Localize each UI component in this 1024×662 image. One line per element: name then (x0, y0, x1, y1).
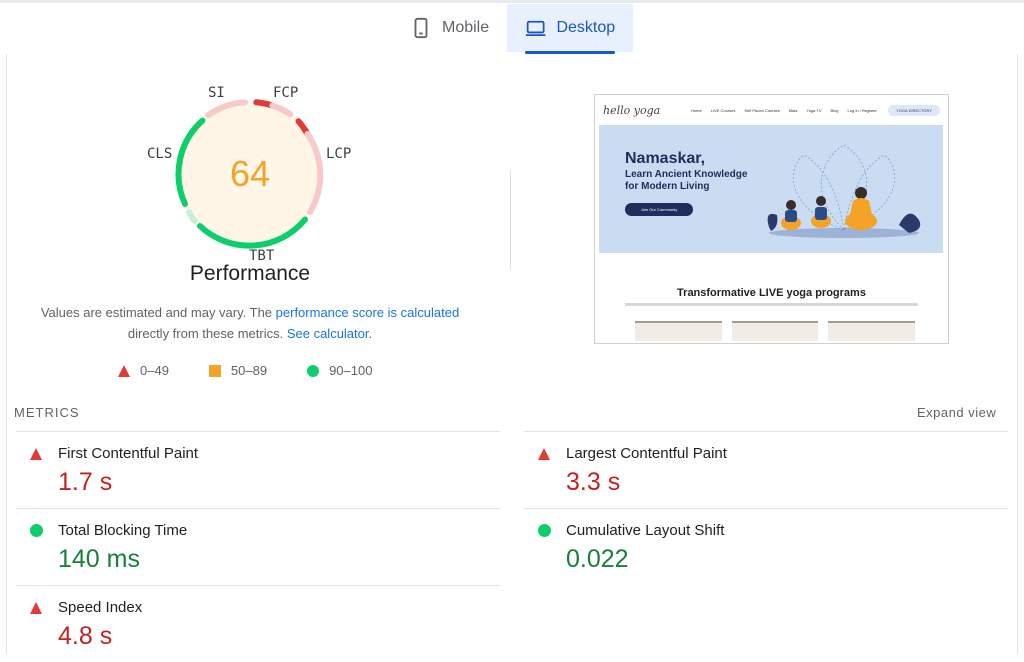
square-icon (208, 364, 221, 377)
gauge-segment-si (205, 99, 248, 119)
expand-view-toggle[interactable]: Expand view (917, 405, 997, 420)
tab-desktop-label: Desktop (556, 19, 616, 36)
legend-pass: 90–100 (307, 363, 372, 378)
thumb-card (731, 321, 819, 341)
performance-score: 64 (229, 153, 271, 194)
thumb-nav-link: Yoga TV (806, 107, 822, 113)
metric-si: Speed Index 4.8 s (16, 585, 500, 662)
gauge-label-tbt: TBT (249, 248, 275, 264)
metric-fcp: First Contentful Paint 1.7 s (16, 431, 500, 508)
thumb-nav-button: YOGA DIRECTORY (888, 104, 940, 116)
gauge-segment-cls (175, 117, 206, 207)
good-circle-icon (538, 524, 551, 537)
thumb-nav-link: Home (691, 107, 702, 113)
metric-value: 0.022 (566, 545, 629, 573)
laptop-icon (526, 20, 546, 36)
performance-title: Performance (189, 262, 311, 285)
vertical-divider (510, 170, 511, 270)
thumb-nav-link: LIVE Courses (710, 107, 736, 113)
see-calculator-link[interactable]: See calculator. (286, 326, 373, 341)
thumb-card (635, 321, 722, 341)
metrics-column-left: First Contentful Paint 1.7 s Total Block… (16, 431, 500, 662)
score-legend: 0–49 50–89 90–100 (118, 363, 372, 378)
thumb-hero-sub: Learn Ancient Knowledge for Modern Livin… (625, 169, 747, 193)
thumb-hero-title: Namaskar, (625, 150, 706, 167)
good-circle-icon (30, 524, 43, 537)
metric-value: 4.8 s (58, 622, 113, 650)
metric-name: First Contentful Paint (58, 445, 199, 462)
thumb-section-title: Transformative LIVE yoga programs (677, 287, 866, 299)
legend-fail-range: 0–49 (140, 363, 169, 378)
metric-cls: Cumulative Layout Shift 0.022 (524, 508, 1008, 585)
note-text-2: directly from these metrics. (127, 326, 287, 341)
thumb-section-subtext (625, 303, 918, 306)
metric-lcp: Largest Contentful Paint 3.3 s (524, 431, 1008, 508)
triangle-icon (118, 364, 130, 377)
metric-name: Total Blocking Time (58, 522, 188, 539)
final-screenshot[interactable]: hello yoga Home LIVE Courses Self Paced … (594, 94, 949, 344)
yoga-illustration (767, 144, 921, 238)
gauge-segment-tbt (197, 216, 308, 249)
legend-average-range: 50–89 (230, 363, 268, 378)
metric-tbt: Total Blocking Time 140 ms (16, 508, 500, 585)
phone-icon (414, 17, 428, 39)
tab-mobile-label: Mobile (442, 19, 490, 36)
poor-triangle-icon (30, 602, 42, 614)
poor-triangle-icon (538, 448, 550, 460)
thumb-nav-links: Home LIVE Courses Self Paced Courses Mal… (691, 108, 877, 113)
legend-pass-range: 90–100 (329, 363, 373, 378)
thumb-nav-link: Log In / Register (847, 107, 877, 113)
tab-mobile[interactable]: Mobile (392, 4, 507, 52)
metric-name: Cumulative Layout Shift (566, 522, 725, 539)
gauge-label-cls: CLS (147, 146, 173, 162)
gauge-label-si: SI (208, 85, 225, 101)
thumb-logo: hello yoga (603, 103, 661, 117)
thumb-hero: Namaskar, Learn Ancient Knowledge for Mo… (599, 125, 943, 253)
thumb-navbar: hello yoga Home LIVE Courses Self Paced … (595, 95, 948, 125)
metrics-column-right: Largest Contentful Paint 3.3 s Cumulativ… (524, 431, 1008, 585)
metric-name: Largest Contentful Paint (566, 445, 727, 462)
legend-average: 50–89 (208, 363, 268, 378)
metric-value: 1.7 s (58, 468, 113, 496)
gauge-label-fcp: FCP (273, 85, 299, 101)
metric-name: Speed Index (58, 599, 143, 616)
thumb-cards (635, 321, 916, 341)
thumb-hero-sub-line2: for Modern Living (625, 181, 710, 192)
metric-value: 140 ms (58, 545, 140, 573)
thumb-nav-link: Mala (788, 107, 798, 113)
top-border (0, 0, 1024, 3)
performance-gauge (175, 99, 324, 249)
legend-fail: 0–49 (118, 363, 169, 378)
tab-desktop[interactable]: Desktop (507, 4, 634, 54)
metrics-heading: METRICS (14, 405, 80, 420)
thumb-card (828, 321, 916, 341)
note-text-1: Values are estimated and may vary. The (40, 305, 276, 320)
circle-icon (307, 364, 320, 377)
thumb-hero-cta: Join Our Community (625, 203, 693, 216)
device-tabs: Mobile Desktop (392, 4, 634, 54)
poor-triangle-icon (30, 448, 42, 460)
report-panel (6, 54, 1018, 654)
thumb-hero-sub-line1: Learn Ancient Knowledge (625, 169, 748, 180)
score-calculated-link[interactable]: performance score is calculated (275, 305, 460, 320)
performance-note: Values are estimated and may vary. The p… (30, 302, 470, 344)
thumb-nav-link: Self Paced Courses (744, 107, 780, 113)
gauge-label-lcp: LCP (326, 146, 352, 162)
metric-value: 3.3 s (566, 468, 621, 496)
thumb-nav-link: Blog (830, 107, 839, 113)
